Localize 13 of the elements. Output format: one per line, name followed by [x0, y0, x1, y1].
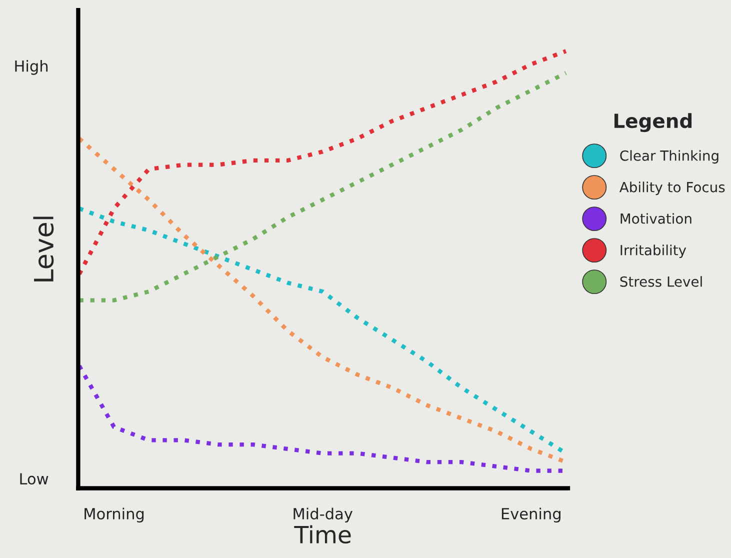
legend-title: Legend — [614, 113, 692, 132]
legend-label: Stress Level — [620, 276, 702, 287]
x-axis-title: Time — [294, 525, 351, 544]
x-tick-label: Evening — [502, 508, 560, 522]
x-tick-label: Morning — [84, 508, 144, 522]
text: Low — [20, 473, 48, 485]
text: High — [15, 60, 48, 75]
legend-label: Irritability — [620, 244, 686, 258]
y-axis-title: Level — [33, 216, 54, 282]
legend-label: Motivation — [620, 213, 692, 224]
legend-label: Ability to Focus — [619, 182, 725, 196]
x-tick-label: Mid-day — [294, 508, 352, 522]
legend-label: Clear Thinking — [620, 150, 718, 164]
